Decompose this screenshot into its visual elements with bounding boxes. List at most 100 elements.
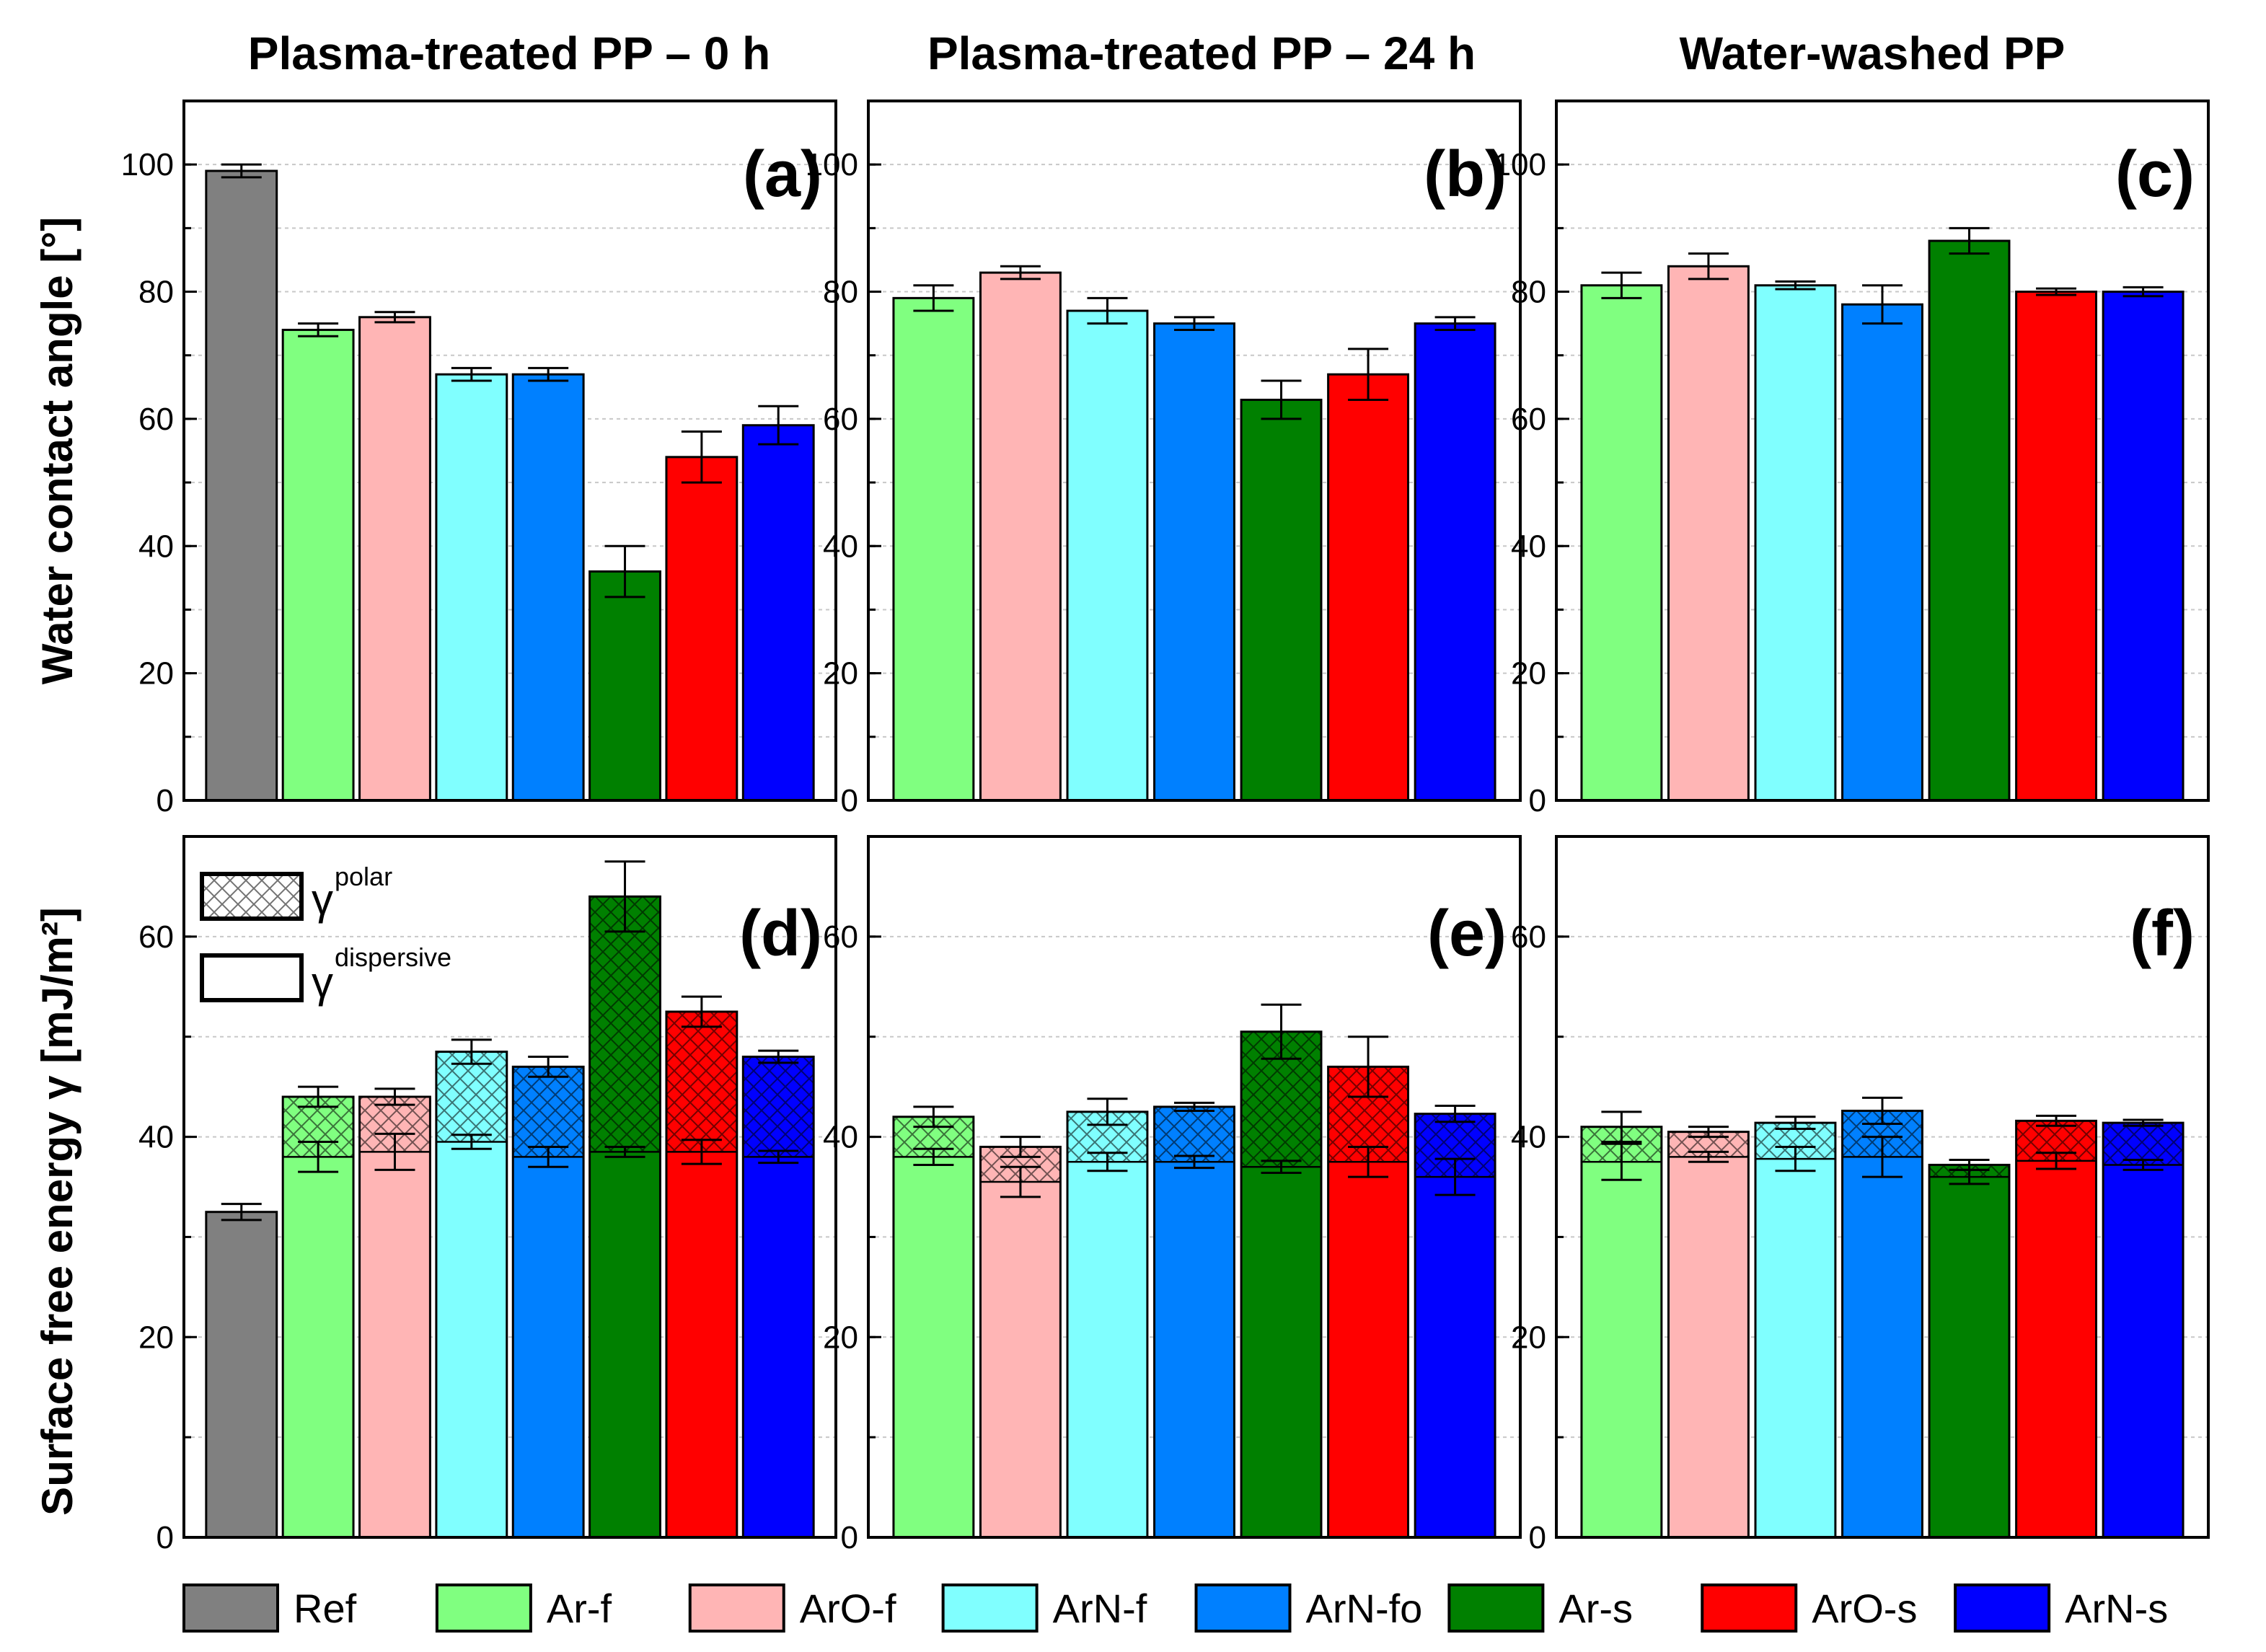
y-tick-label: 80 [1511, 275, 1546, 310]
y-tick-label: 60 [823, 919, 858, 955]
y-tick-label: 20 [1511, 1320, 1546, 1355]
bar-ArO-f [358, 316, 431, 802]
y-tick-label: 60 [138, 402, 174, 437]
title-panel-a: Plasma-treated PP – 0 h [248, 27, 771, 79]
bar-ArN-s [2102, 1121, 2185, 1539]
key-polar-label: polar [335, 862, 392, 891]
y-tick-label: 0 [1529, 783, 1546, 818]
y-tick-label: 20 [138, 1320, 174, 1355]
panel-frame [867, 100, 1522, 802]
bar-ArO-f [1667, 1131, 1750, 1539]
legend-label-ArN-fo: ArN-fo [1306, 1586, 1423, 1631]
panel-b: 0 20 40 60 80 100 (b) [806, 100, 1522, 818]
bar-ArO-f [979, 271, 1062, 802]
y-tick-label: 0 [841, 1520, 858, 1555]
y-tick-label: 80 [823, 275, 858, 310]
inset-key: γ polar γ dispersive [200, 862, 451, 1007]
legend-swatch-ArN-fo [1194, 1583, 1292, 1633]
bar-ArO-s [2015, 1119, 2098, 1539]
y-tick-label: 20 [1511, 656, 1546, 692]
panel-frame [1555, 100, 2210, 802]
y-tick-label: 0 [156, 783, 174, 818]
polar-segment [589, 896, 661, 1152]
legend-swatch-ArN-s [1954, 1583, 2051, 1633]
polar-segment [436, 1051, 507, 1142]
legend-label-Ar-s: Ar-s [1559, 1586, 1633, 1631]
bar-Ar-f [281, 328, 355, 802]
bar-ArN-fo [1153, 1105, 1235, 1539]
bar-Ar-f [1580, 1126, 1663, 1539]
bar-ArO-s [665, 456, 739, 802]
y-tick-label: 100 [1494, 147, 1546, 182]
panel-letter-e: (e) [1427, 898, 1507, 970]
title-panel-c: Water-washed PP [1680, 27, 2066, 79]
bar-ArN-f [1066, 309, 1149, 802]
y-tick-label: 40 [1511, 529, 1546, 564]
y-tick-label: 20 [138, 656, 174, 692]
panel-e: 0 20 40 60 (e) [823, 835, 1522, 1555]
bar-Ar-s [1928, 1163, 2011, 1539]
panel-a: 0 20 40 60 80 100 (a) [121, 100, 837, 818]
bar-Ar-s [1240, 398, 1323, 802]
bar-ArO-f [1667, 265, 1750, 802]
bar-Ref [205, 1211, 278, 1539]
panel-frame [1555, 835, 2210, 1539]
bar-ArN-f [1754, 284, 1837, 802]
panel-letter-a: (a) [743, 138, 822, 211]
legend: Ref Ar-f ArO-f ArN-f ArN-fo Ar-s ArO-s ArN-s [182, 1583, 2168, 1633]
bar-Ar-f [892, 296, 975, 802]
y-tick-label: 60 [1511, 402, 1546, 437]
ylabel-top: Water contact angle [°] [33, 217, 81, 685]
y-tick-label: 0 [841, 783, 858, 818]
bar-ArN-fo [511, 373, 585, 802]
legend-label-Ar-f: Ar-f [547, 1586, 612, 1631]
y-tick-label: 60 [138, 919, 174, 955]
y-tick-label: 40 [1511, 1120, 1546, 1155]
panel-letter-d: (d) [739, 898, 822, 970]
ylabel-bottom: Surface free energy γ [mJ/m²] [33, 907, 81, 1516]
key-dispersive-symbol: γ [312, 958, 333, 1007]
bar-Ar-s [1928, 239, 2011, 802]
bar-ArN-fo [1841, 303, 1923, 802]
bar-ArN-f [1066, 1110, 1149, 1539]
panel-frame [182, 100, 837, 802]
bar-ArO-s [1327, 373, 1410, 802]
panel-frame [867, 835, 1522, 1539]
y-tick-label: 80 [138, 275, 174, 310]
polar-segment [2103, 1123, 2184, 1165]
legend-swatch-ArO-s [1701, 1583, 1798, 1633]
y-tick-label: 0 [1529, 1520, 1546, 1555]
key-dispersive-swatch [200, 953, 304, 1002]
y-tick-label: 60 [823, 402, 858, 437]
polar-segment [1154, 1106, 1235, 1162]
y-tick-label: 60 [1511, 919, 1546, 955]
panel-letter-b: (b) [1424, 138, 1507, 211]
y-tick-label: 40 [138, 1120, 174, 1155]
bar-ArO-f [979, 1145, 1062, 1539]
legend-swatch-Ref [182, 1583, 279, 1633]
legend-label-ArN-s: ArN-s [2065, 1586, 2168, 1631]
legend-label-ArO-f: ArO-f [800, 1586, 896, 1631]
y-tick-label: 0 [156, 1520, 174, 1555]
bar-ArN-s [2102, 291, 2185, 802]
y-tick-label: 100 [121, 147, 174, 182]
legend-swatch-Ar-s [1447, 1583, 1545, 1633]
polar-segment [743, 1056, 814, 1157]
bar-ArN-f [1754, 1121, 1837, 1539]
bar-Ar-f [892, 1116, 975, 1539]
bar-Ref [205, 169, 278, 802]
legend-label-Ref: Ref [294, 1586, 357, 1631]
legend-swatch-ArO-f [688, 1583, 785, 1633]
legend-swatch-ArN-f [941, 1583, 1039, 1633]
key-polar-symbol: γ [312, 875, 333, 924]
panel-f: 0 20 40 60 (f) [1511, 835, 2210, 1555]
legend-label-ArN-f: ArN-f [1053, 1586, 1147, 1631]
legend-swatch-Ar-f [435, 1583, 532, 1633]
key-polar-swatch [200, 872, 304, 921]
legend-label-ArO-s: ArO-s [1812, 1586, 1917, 1631]
panel-letter-f: (f) [2130, 898, 2195, 970]
y-tick-label: 100 [806, 147, 858, 182]
panel-letter-c: (c) [2115, 138, 2195, 211]
panel-c: 0 20 40 60 80 100 (c) [1494, 100, 2210, 818]
